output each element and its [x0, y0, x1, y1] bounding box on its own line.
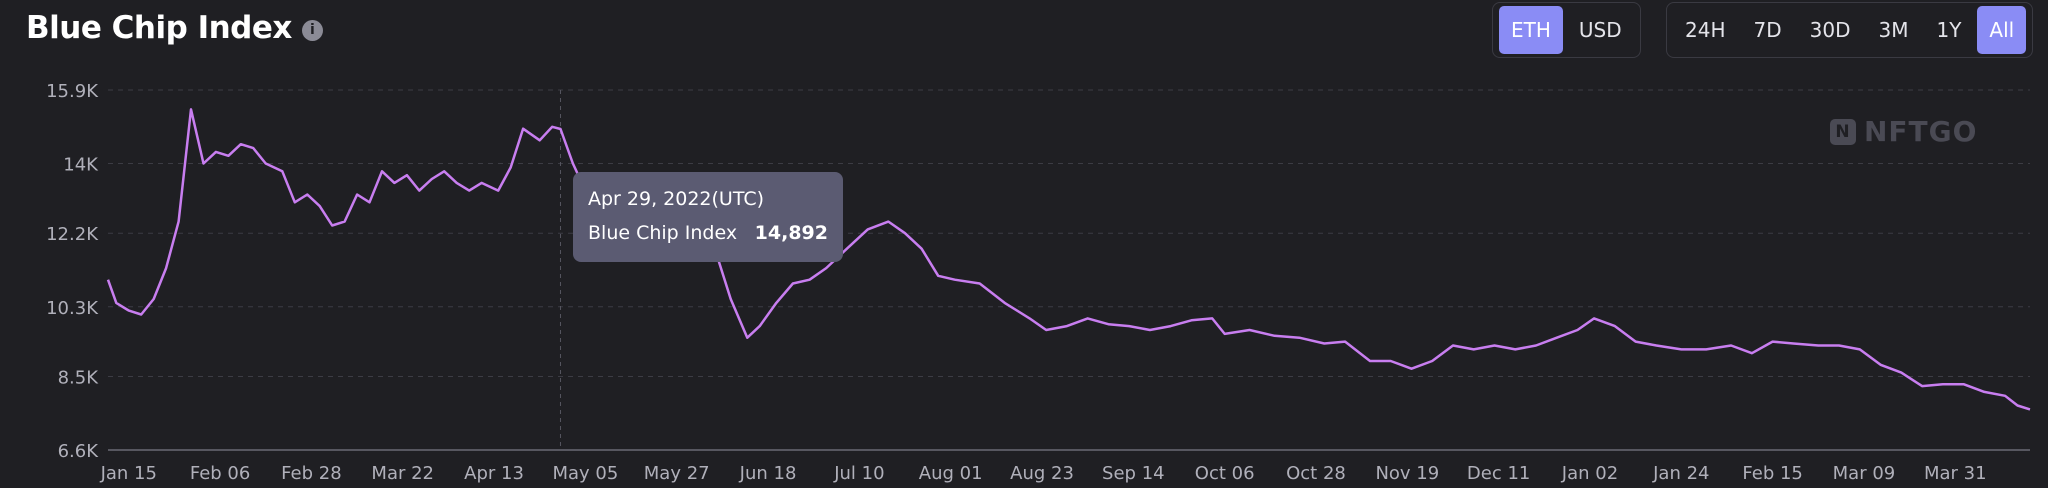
x-tick-label: Mar 31: [1924, 463, 1987, 484]
x-tick-label: Jun 18: [739, 463, 797, 484]
y-tick-label: 10.3K: [46, 298, 99, 319]
nftgo-watermark: N NFTGO: [1830, 115, 1977, 148]
tooltip-row: Blue Chip Index 14,892: [588, 222, 828, 244]
title-row: Blue Chip Index i: [26, 8, 323, 48]
watermark-text: NFTGO: [1864, 115, 1978, 148]
x-tick-label: Apr 13: [464, 463, 524, 484]
x-tick-label: Jan 02: [1561, 463, 1618, 484]
range-1y-button[interactable]: 1Y: [1936, 18, 1962, 42]
x-tick-label: Jul 10: [833, 463, 884, 484]
x-tick-label: Oct 06: [1195, 463, 1255, 484]
x-tick-label: Jan 24: [1652, 463, 1709, 484]
range-7d-button[interactable]: 7D: [1753, 18, 1782, 42]
x-tick-label: Oct 28: [1286, 463, 1346, 484]
x-tick-label: Mar 22: [371, 463, 434, 484]
x-tick-label: Aug 23: [1010, 463, 1074, 484]
x-tick-label: Jan 15: [100, 463, 157, 484]
tooltip-label: Blue Chip Index: [588, 222, 738, 244]
y-tick-label: 14K: [63, 155, 99, 176]
tooltip-date: Apr 29, 2022(UTC): [588, 188, 765, 210]
x-tick-label: Mar 09: [1833, 463, 1896, 484]
info-icon[interactable]: i: [301, 19, 323, 41]
range-3m-button[interactable]: 3M: [1878, 18, 1909, 42]
y-tick-label: 15.9K: [46, 81, 99, 102]
nftgo-logo-icon: N: [1830, 118, 1856, 145]
series-line: [106, 108, 2031, 411]
x-tick-label: Sep 14: [1102, 463, 1165, 484]
x-tick-label: Nov 19: [1375, 463, 1439, 484]
range-toggle: 24H 7D 30D 3M 1Y All: [1666, 2, 2034, 58]
x-tick-label: May 05: [552, 463, 618, 484]
x-tick-label: Feb 15: [1742, 463, 1803, 484]
x-tick-label: Dec 11: [1467, 463, 1530, 484]
currency-toggle: ETH USD: [1492, 2, 1641, 58]
range-24h-button[interactable]: 24H: [1685, 18, 1726, 42]
x-tick-label: May 27: [644, 463, 710, 484]
page-title: Blue Chip Index: [26, 10, 292, 46]
x-tick-label: Feb 28: [281, 463, 342, 484]
range-all-button[interactable]: All: [1977, 6, 2027, 54]
range-30d-button[interactable]: 30D: [1809, 18, 1851, 42]
tooltip-value: 14,892: [754, 222, 828, 244]
chart-tooltip: Apr 29, 2022(UTC) Blue Chip Index 14,892: [573, 172, 843, 262]
y-tick-label: 6.6K: [58, 441, 100, 462]
y-tick-label: 8.5K: [58, 367, 100, 388]
x-tick-label: Feb 06: [190, 463, 251, 484]
y-tick-label: 12.2K: [46, 224, 99, 245]
x-tick-label: Aug 01: [919, 463, 983, 484]
currency-usd-button[interactable]: USD: [1578, 18, 1622, 42]
currency-eth-button[interactable]: ETH: [1499, 6, 1563, 54]
